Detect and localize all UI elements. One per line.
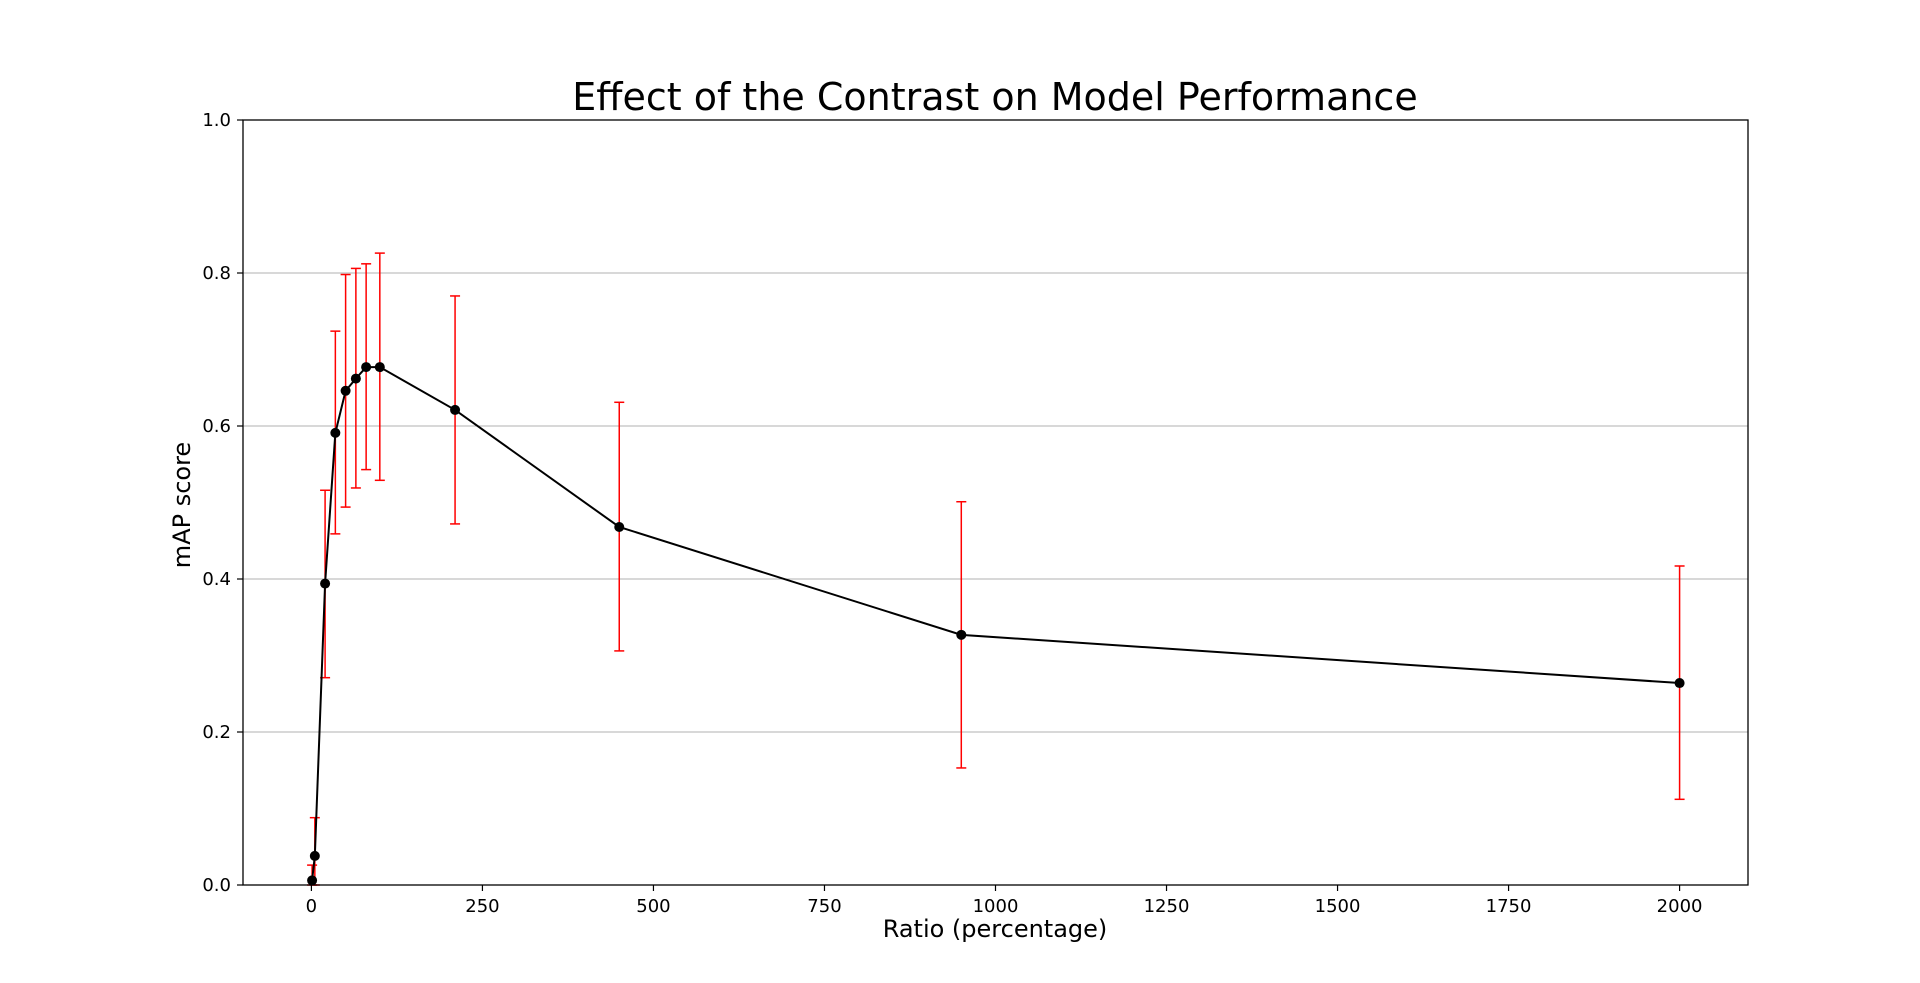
data-point [374, 362, 385, 373]
data-point [350, 373, 361, 384]
x-tick-label: 1000 [973, 896, 1019, 917]
data-point [309, 850, 320, 861]
x-tick-label: 1750 [1486, 896, 1532, 917]
y-tick-label: 0.0 [202, 875, 231, 896]
x-tick-label: 2000 [1657, 896, 1703, 917]
data-point [450, 404, 461, 415]
x-tick-label: 1500 [1315, 896, 1361, 917]
plot-frame [242, 119, 1749, 886]
data-point [320, 578, 331, 589]
y-tick-label: 0.2 [202, 722, 231, 743]
x-tick-label: 1250 [1144, 896, 1190, 917]
data-point [340, 385, 351, 396]
y-axis-label: mAP score [168, 442, 196, 568]
y-tick-label: 0.4 [202, 569, 231, 590]
data-point [361, 362, 372, 373]
chart-title: Effect of the Contrast on Model Performa… [572, 75, 1417, 119]
data-point [956, 629, 967, 640]
y-tick-label: 1.0 [202, 110, 231, 131]
x-tick-label: 250 [465, 896, 499, 917]
series-line [311, 366, 1680, 881]
x-tick-label: 500 [636, 896, 670, 917]
grid-lines [243, 272, 1748, 733]
data-point [330, 427, 341, 438]
y-axis-ticks: 0.0 0.2 0.4 0.6 0.8 1.0 [202, 110, 243, 896]
x-tick-label: 750 [807, 896, 841, 917]
series-group [307, 252, 1685, 886]
data-point [307, 875, 318, 886]
x-tick-label: 0 [306, 896, 317, 917]
data-point [1674, 678, 1685, 689]
x-axis-label: Ratio (percentage) [883, 915, 1108, 943]
y-tick-label: 0.6 [202, 416, 231, 437]
y-tick-label: 0.8 [202, 263, 231, 284]
x-axis-ticks: 0 250 500 750 1000 1250 1500 1750 2000 [306, 885, 1703, 917]
data-point [614, 521, 625, 532]
